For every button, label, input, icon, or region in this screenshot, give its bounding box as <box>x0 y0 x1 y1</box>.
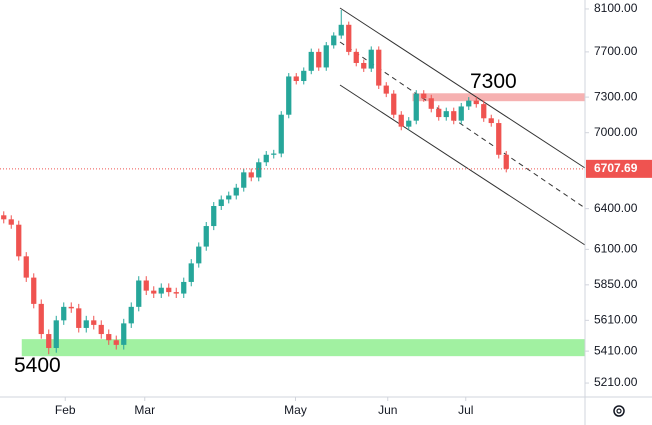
candle-body <box>376 49 382 86</box>
channel-lower <box>339 84 586 246</box>
y-tick-label: 7300.00 <box>594 89 638 103</box>
candle-body <box>181 281 187 294</box>
candle-body <box>16 224 22 257</box>
y-tick-label: 7700.00 <box>594 44 638 58</box>
candle-body <box>353 51 359 63</box>
gear-center[interactable] <box>616 408 622 414</box>
zone <box>412 93 585 102</box>
candle-body <box>278 114 284 154</box>
candle-body <box>361 62 367 69</box>
candle-body <box>151 290 157 294</box>
candle-body <box>188 263 194 282</box>
annotation: 7300 <box>470 70 517 93</box>
channel-upper <box>339 7 586 169</box>
x-tick-label: Mar <box>134 403 155 417</box>
x-tick-label: Jun <box>378 403 397 417</box>
candle-body <box>316 51 322 68</box>
x-tick-label: Jul <box>458 403 473 417</box>
candle-body <box>121 323 127 345</box>
y-tick-label: 5610.00 <box>594 313 638 327</box>
candle-body <box>241 172 247 188</box>
candle-body <box>286 76 292 115</box>
candle-body <box>113 340 119 345</box>
candle-body <box>211 206 217 227</box>
candle-body <box>61 306 67 321</box>
x-tick-label: May <box>284 403 307 417</box>
candle-body <box>488 118 494 124</box>
x-tick-label: Feb <box>55 403 76 417</box>
candle-body <box>158 287 164 294</box>
candle-body <box>76 308 82 328</box>
candle-body <box>218 199 224 207</box>
axes: 8100.00 7700.00 7300.00 7000.00 6400.00 6100.… <box>0 1 652 417</box>
candle-body <box>466 100 472 107</box>
candle-body <box>398 114 404 127</box>
candle-body <box>323 45 329 68</box>
candle-body <box>338 24 344 36</box>
candle-body <box>46 334 52 348</box>
candle-body <box>428 98 434 109</box>
candle-body <box>1 215 7 220</box>
candle-body <box>203 226 209 247</box>
candle-body <box>346 24 352 52</box>
candle-body <box>173 292 179 294</box>
candle-body <box>91 320 97 325</box>
candle-body <box>301 70 307 82</box>
candle-body <box>256 162 262 178</box>
last-price-box <box>586 159 652 178</box>
candle-body <box>368 49 374 69</box>
candle-body <box>128 306 134 324</box>
zones <box>21 93 585 357</box>
y-tick-label: 5410.00 <box>594 343 638 357</box>
candle-body <box>143 280 149 291</box>
candle-body <box>23 256 29 278</box>
candle-body <box>436 108 442 118</box>
candle-body <box>496 123 502 155</box>
candle-body <box>451 111 457 121</box>
candle-body <box>136 280 142 307</box>
y-tick-label: 8100.00 <box>594 1 638 15</box>
y-tick-label: 6100.00 <box>594 242 638 256</box>
zone <box>21 339 585 357</box>
candles <box>1 10 509 355</box>
candle-body <box>263 154 269 163</box>
y-tick-label: 7000.00 <box>594 125 638 139</box>
candle-body <box>308 51 314 71</box>
candle-body <box>106 334 112 341</box>
candle-body <box>406 120 412 127</box>
candle-body <box>271 153 277 155</box>
candle-body <box>38 303 44 335</box>
candle-body <box>233 187 239 196</box>
settings-button[interactable] <box>613 405 625 417</box>
candle-body <box>383 85 389 94</box>
candle-body <box>196 246 202 264</box>
annotation: 5400 <box>14 354 61 377</box>
candle-body <box>458 106 464 121</box>
candle-body <box>98 324 104 335</box>
candle-body <box>503 154 509 169</box>
candle-body <box>8 219 14 225</box>
y-tick-label: 5210.00 <box>594 375 638 389</box>
candle-body <box>31 277 37 304</box>
gear-icon[interactable] <box>613 405 625 417</box>
candle-body <box>413 93 419 121</box>
candle-body <box>166 287 172 293</box>
candle-body <box>53 320 59 348</box>
candle-body <box>293 76 299 82</box>
candle-body <box>83 320 89 328</box>
y-tick-label: 5850.00 <box>594 277 638 291</box>
y-tick-label: 6400.00 <box>594 201 638 215</box>
candle-body <box>226 195 232 200</box>
candle-body <box>391 93 397 115</box>
candle-body <box>473 100 479 105</box>
candle-body <box>248 172 254 178</box>
candle-body <box>421 93 427 99</box>
last-price-label: 6707.69 <box>594 161 638 175</box>
candle-body <box>331 35 337 46</box>
candle-body <box>481 104 487 119</box>
candle-body <box>443 111 449 118</box>
candle-body <box>68 306 74 309</box>
